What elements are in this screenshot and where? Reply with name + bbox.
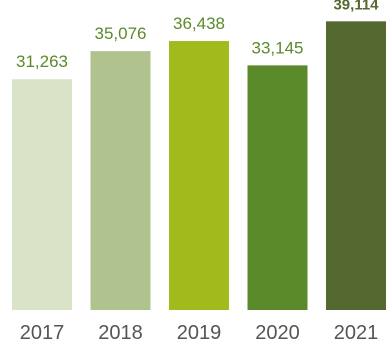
- bar-2017: [12, 79, 72, 310]
- x-tick-label-2021: 2021: [334, 322, 379, 344]
- x-tick-label-2018: 2018: [98, 322, 143, 344]
- value-label-2019: 36,438: [173, 14, 225, 33]
- value-label-2017: 31,263: [16, 52, 68, 71]
- bar-2021: [326, 21, 386, 311]
- x-tick-label-2020: 2020: [255, 322, 300, 344]
- value-label-2020: 33,145: [252, 38, 304, 57]
- bars-group: [12, 21, 386, 311]
- x-tick-label-2017: 2017: [20, 322, 65, 344]
- bar-2020: [247, 65, 308, 310]
- value-label-2021: 39,114: [333, 0, 379, 13]
- x-tick-labels-group: 2017 2018 2019 2020 2021: [20, 322, 379, 344]
- x-tick-label-2019: 2019: [177, 322, 222, 344]
- value-label-2018: 35,076: [95, 24, 147, 43]
- bar-2018: [90, 51, 151, 310]
- value-labels-group: 31,263 35,076 36,438 33,145 39,114: [16, 0, 379, 71]
- bar-2019: [169, 41, 229, 310]
